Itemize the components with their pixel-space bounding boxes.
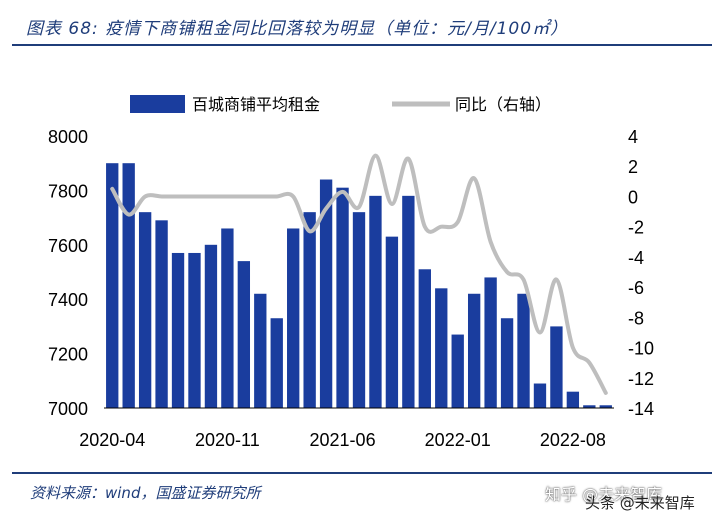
left-axis-tick: 7200 [48, 345, 88, 365]
bar [566, 391, 580, 408]
bar [237, 261, 251, 408]
right-axis-tick: 4 [628, 127, 638, 147]
x-axis-tick: 2022-01 [425, 430, 491, 450]
bar [122, 163, 135, 408]
watermark-overlay: 头条 @未来智库 [585, 494, 695, 512]
bar [467, 293, 481, 408]
bar [303, 212, 316, 408]
bar [583, 405, 596, 408]
x-axis-tick: 2020-04 [79, 430, 145, 450]
left-axis-tick: 7000 [48, 399, 88, 419]
bar [599, 405, 612, 408]
bar [171, 252, 185, 408]
bar [484, 277, 497, 408]
x-axis-tick: 2022-08 [540, 430, 606, 450]
legend-bar-label: 百城商铺平均租金 [192, 95, 320, 114]
bar [369, 195, 382, 408]
bar [500, 318, 514, 408]
right-axis-tick: -12 [628, 369, 654, 389]
right-axis-tick: 2 [628, 157, 638, 177]
bar [451, 334, 464, 408]
x-axis-tick: 2021-06 [310, 430, 376, 450]
watermark: 知乎 @未来智库 [545, 485, 663, 504]
right-axis-tick: -10 [628, 339, 654, 359]
legend-line-label: 同比（右轴） [455, 95, 551, 114]
bar [385, 236, 399, 408]
bar [533, 383, 547, 408]
right-axis-tick: -14 [628, 399, 654, 419]
bar [352, 212, 366, 408]
right-axis-tick: -4 [628, 248, 644, 268]
bar [517, 293, 530, 408]
bar [188, 252, 201, 408]
bar [418, 269, 431, 408]
bar [550, 326, 563, 408]
right-axis-tick: -2 [628, 218, 644, 238]
right-axis-tick: -8 [628, 308, 644, 328]
chart-title: 图表 68: 疫情下商铺租金同比回落较为明显（单位：元/月/100㎡） [26, 19, 569, 39]
right-axis-tick: 0 [628, 187, 638, 207]
legend-bar-swatch [130, 95, 185, 113]
bar [204, 244, 218, 408]
bar [402, 195, 415, 408]
bar [106, 163, 119, 408]
bar [221, 228, 234, 408]
title-divider [12, 44, 712, 46]
right-axis-tick: -6 [628, 278, 644, 298]
bar [254, 293, 267, 408]
bar [336, 187, 349, 408]
left-axis-tick: 7400 [48, 290, 88, 310]
bar [270, 318, 283, 408]
bar [287, 228, 300, 408]
bar [435, 288, 448, 408]
source-divider [12, 472, 712, 474]
x-axis-tick: 2020-11 [195, 430, 260, 450]
left-axis-tick: 7600 [48, 236, 88, 256]
yoy-line [110, 153, 608, 395]
source-note: 资料来源：wind，国盛证券研究所 [30, 484, 261, 502]
bar [138, 212, 152, 408]
bar [155, 220, 168, 408]
chart: 百城商铺平均租金 同比（右轴） 7000 7200 7400 7600 7800 8000… [48, 95, 654, 450]
left-axis-tick: 7800 [48, 181, 88, 201]
bar [319, 179, 333, 408]
left-axis-tick: 8000 [48, 127, 88, 147]
